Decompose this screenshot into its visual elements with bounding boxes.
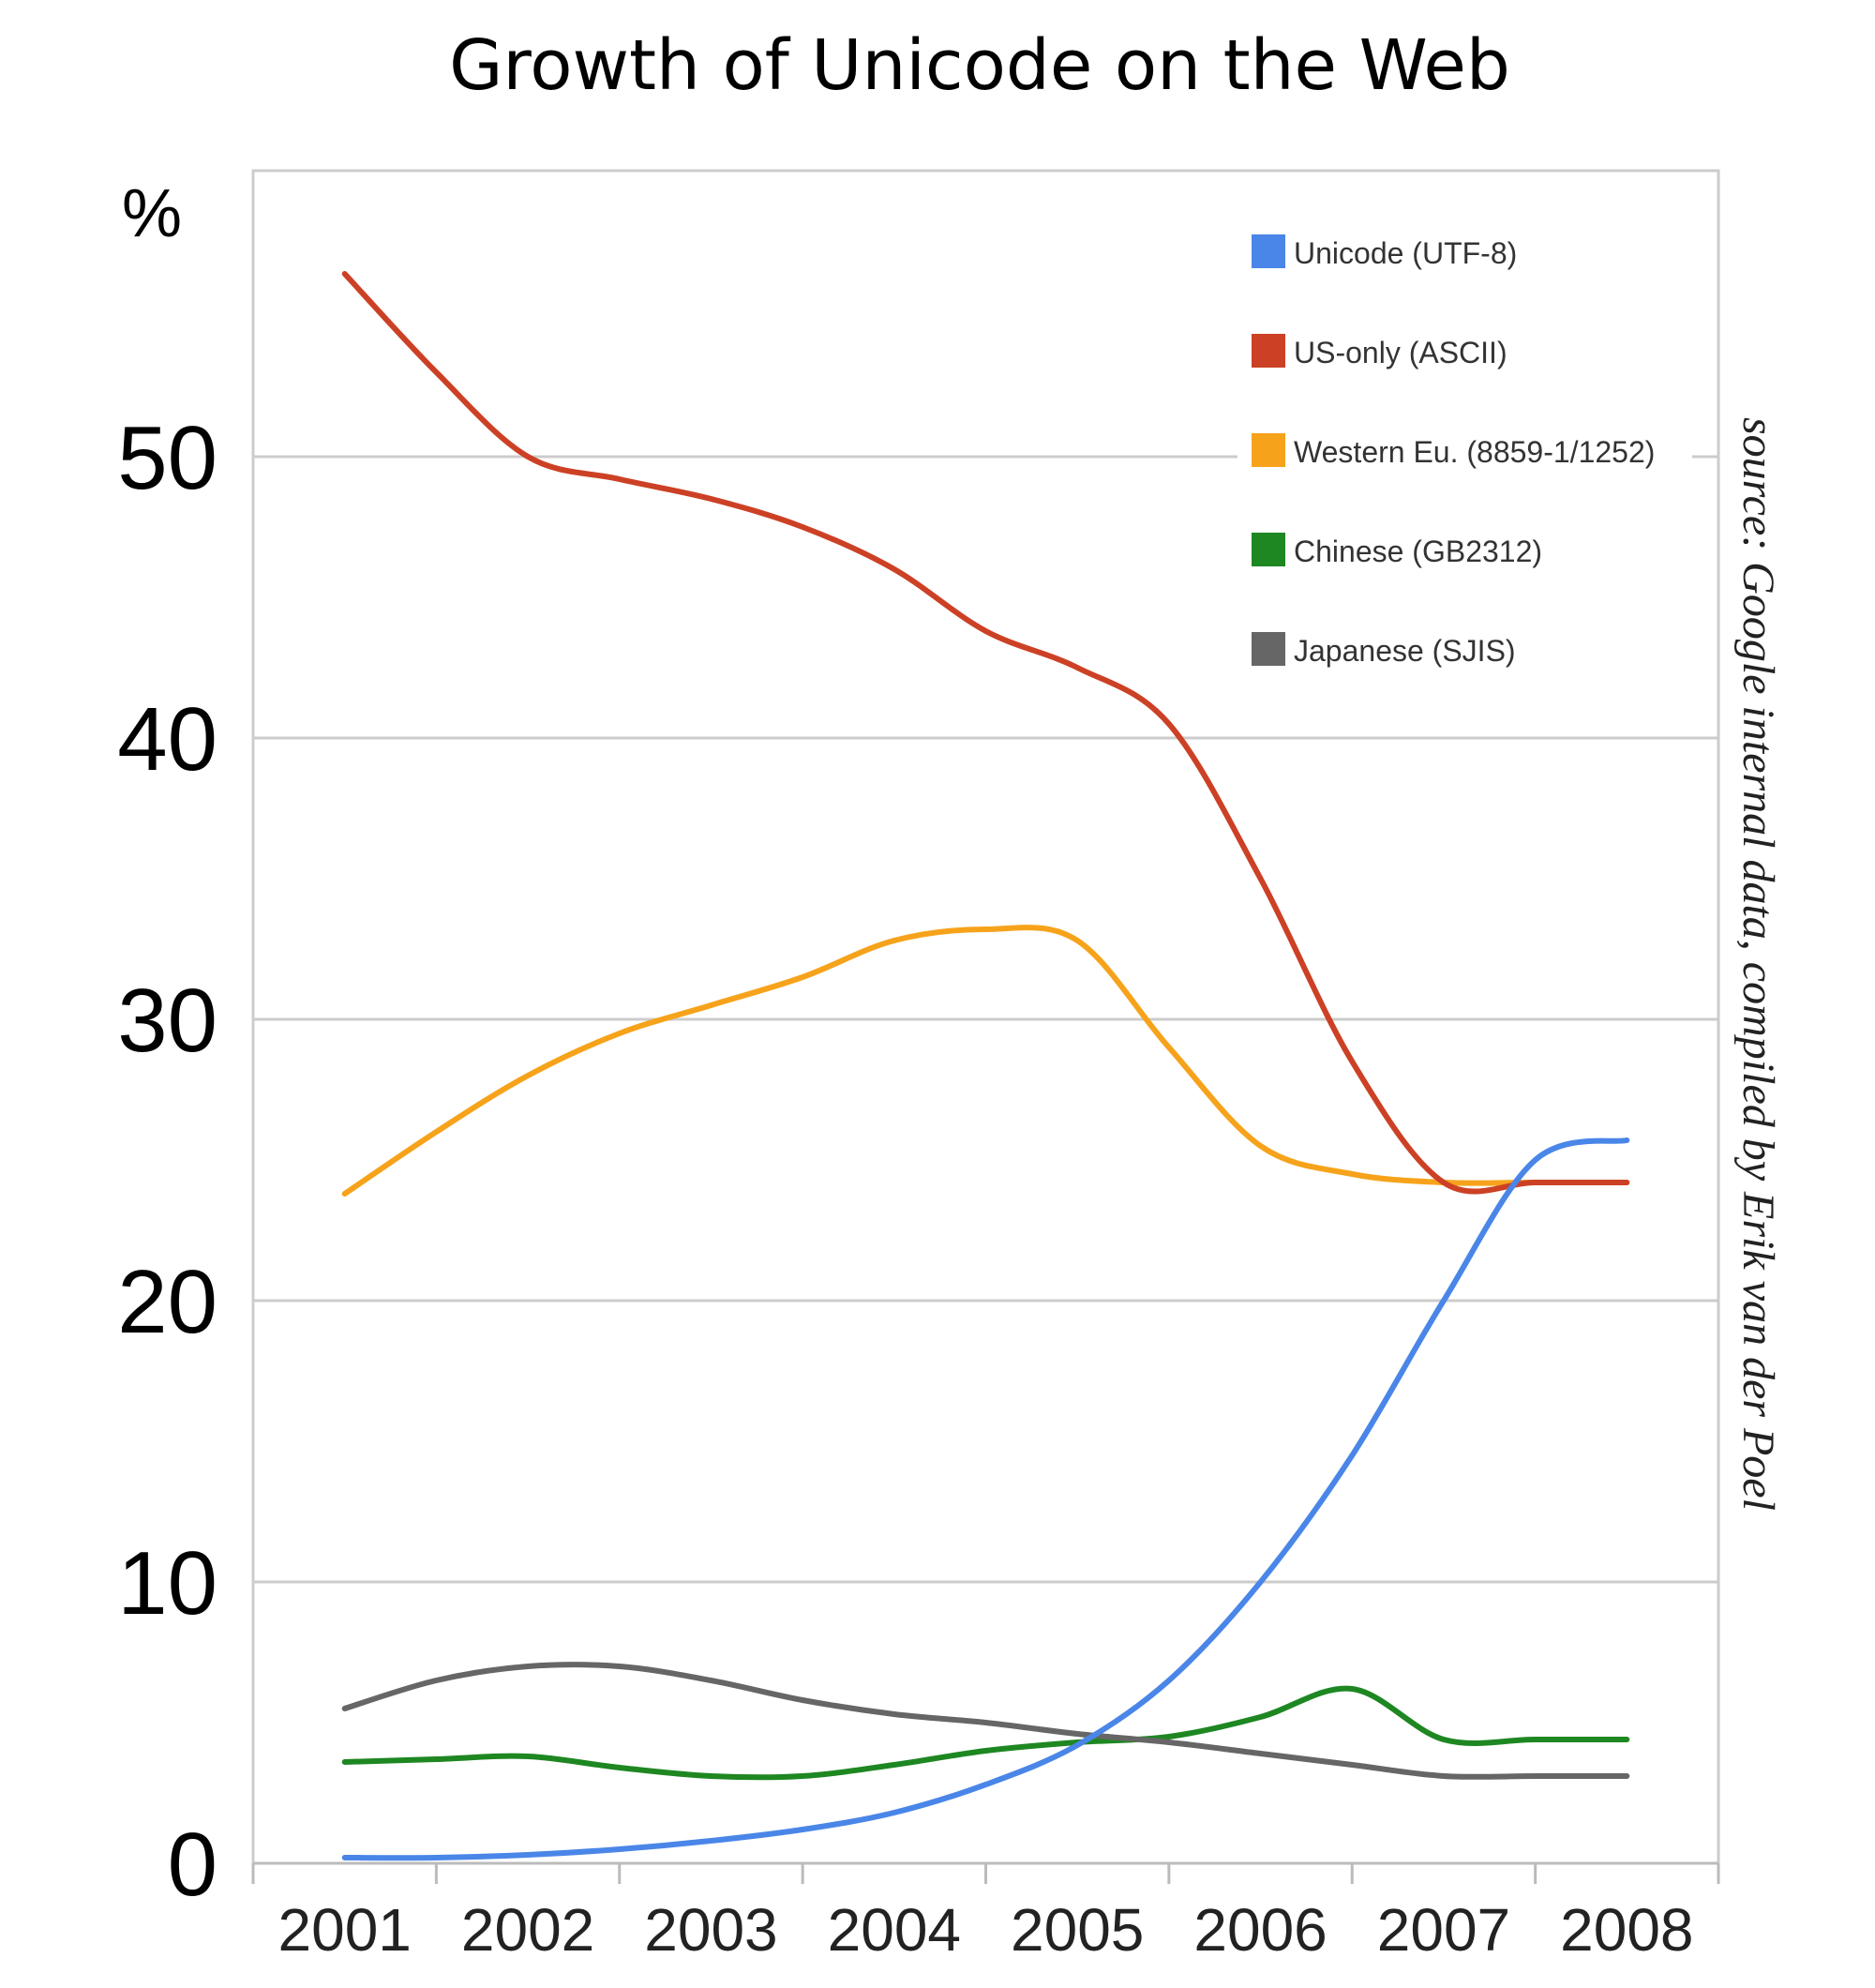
series-lines: [341, 271, 1630, 1861]
x-tick-label: 2004: [828, 1896, 961, 1964]
x-axis: 2001 2002 2003 2004 2005 2006 2007 2008: [251, 1861, 1720, 1964]
legend: Unicode (UTF-8) US-only (ASCII) Western Eu…: [1238, 220, 1692, 689]
legend-swatch: [1252, 234, 1285, 268]
legend-label: Japanese (SJIS): [1294, 634, 1516, 668]
x-tick-label: 2008: [1560, 1896, 1693, 1964]
x-tick-label: 2006: [1193, 1896, 1327, 1964]
legend-swatch: [1252, 533, 1285, 566]
y-tick-label: 40: [117, 689, 218, 790]
y-tick-label: 50: [117, 408, 218, 508]
legend-label: US-only (ASCII): [1294, 336, 1508, 369]
legend-background: [1238, 220, 1692, 689]
x-tick-label: 2005: [1011, 1896, 1144, 1964]
x-tick-label: 2001: [278, 1896, 412, 1964]
y-tick-label: 0: [168, 1815, 218, 1915]
legend-label: Chinese (GB2312): [1294, 535, 1542, 568]
series-line-japanese-sjis: [341, 1662, 1630, 1780]
series-line-unicode-utf-8: [341, 1137, 1630, 1861]
x-tick-label: 2007: [1377, 1896, 1510, 1964]
y-tick-label: 20: [117, 1252, 218, 1352]
x-tick-label: 2003: [644, 1896, 777, 1964]
y-axis-ticks: 0 10 20 30 40 50: [117, 408, 218, 1915]
y-tick-label: 30: [117, 971, 218, 1071]
y-tick-label: 10: [117, 1533, 218, 1634]
series-line-chinese-gb2312: [341, 1685, 1630, 1781]
series-line-western-eu-8859-1-1252: [341, 925, 1630, 1197]
gridlines: [253, 455, 1718, 1584]
legend-label: Unicode (UTF-8): [1294, 236, 1517, 270]
legend-swatch: [1252, 433, 1285, 467]
legend-label: Western Eu. (8859-1/1252): [1294, 435, 1655, 469]
y-axis-unit-label: %: [122, 176, 182, 251]
series-line-us-only-ascii: [341, 271, 1630, 1195]
chart-title: Growth of Unicode on the Web: [449, 25, 1510, 106]
legend-swatch: [1252, 632, 1285, 666]
source-note: source: Google internal data, compiled b…: [1733, 417, 1783, 1511]
x-tick-label: 2002: [461, 1896, 594, 1964]
legend-swatch: [1252, 334, 1285, 368]
